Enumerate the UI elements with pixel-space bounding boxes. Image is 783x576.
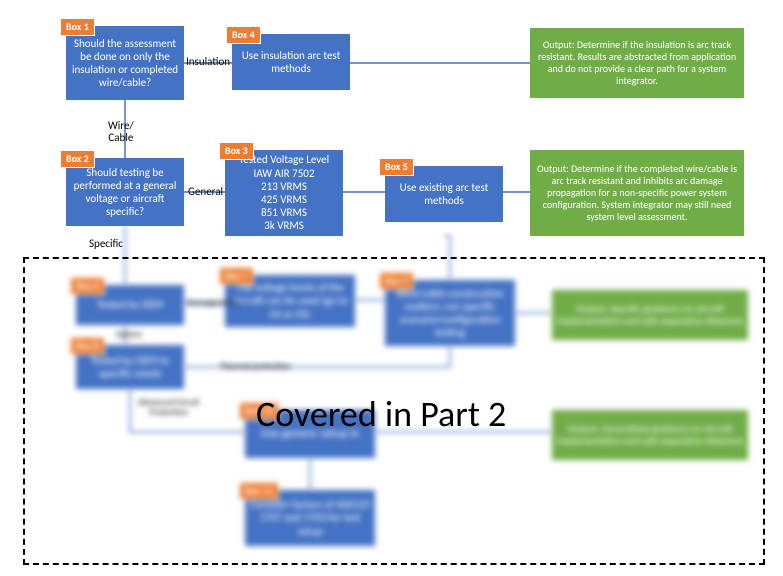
edge-label-insulation: Insulation [186,56,230,68]
flow-node-text: Use insulation arc test methods [236,49,346,75]
flow-node-text: Should testing be performed at a general… [70,166,180,219]
flow-node-tag: Box 3 [219,142,254,160]
flow-node-text: Output: Determine if the completed wire/… [534,163,740,223]
flow-node-text: Use existing arc test methods [389,181,499,207]
flow-node-tag: Box 1 [60,18,95,36]
flow-node-box2: Should testing be performed at a general… [66,158,184,226]
flow-node-tag: Box 2 [60,150,95,168]
flow-node-tag: Box 4 [226,26,261,44]
flow-node-text: Output: Determine if the insulation is a… [534,39,740,87]
part2-overlay-text: Covered in Part 2 [256,392,506,436]
flow-node-box1: Should the assessment be done on only th… [66,26,184,100]
flow-node-out2: Output: Determine if the completed wire/… [530,150,744,236]
flow-node-box5: Use existing arc test methodsBox 5 [385,166,503,222]
flow-node-box4: Use insulation arc test methodsBox 4 [232,34,350,90]
edge-label-wireCable: Wire/ Cable [108,120,134,144]
flow-node-out1: Output: Determine if the insulation is a… [530,28,744,98]
flow-node-text: Should the assessment be done on only th… [70,37,180,90]
flow-node-text: Tested Voltage Level IAW AIR 7502 213 VR… [239,153,329,232]
flow-node-box3: Tested Voltage Level IAW AIR 7502 213 VR… [225,150,343,236]
flow-node-tag: Box 5 [379,158,414,176]
edge-label-specific: Specific [89,238,123,250]
edge-label-general: General [188,186,223,198]
